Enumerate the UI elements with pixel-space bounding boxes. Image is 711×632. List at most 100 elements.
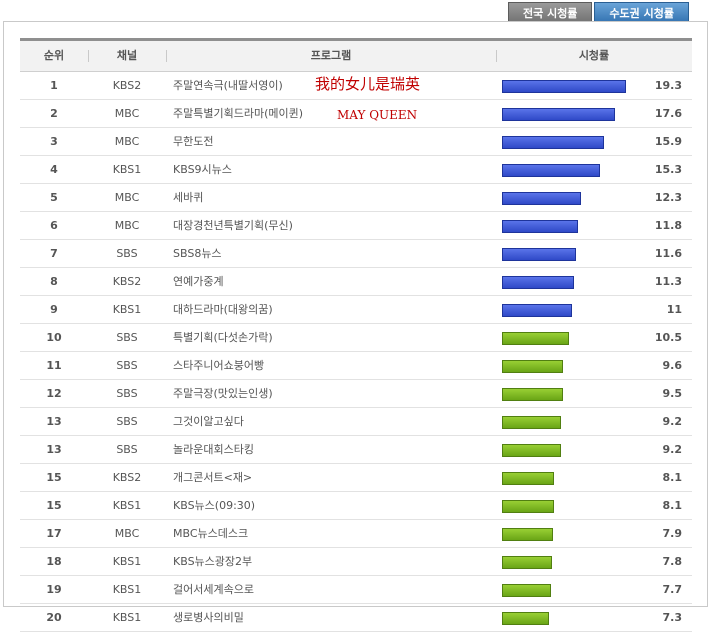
table-row: 12 SBS 주말극장(맛있는인생) 9.5 [20,380,692,408]
rating-bar [502,192,581,205]
rating-value: 9.2 [662,415,683,428]
program-cell: 연예가중계 [173,275,224,288]
header-channel: 채널 [116,49,138,62]
channel-cell: MBC [114,527,140,540]
rating-value: 8.1 [662,499,683,512]
rating-bar [502,332,569,345]
rating-value: 7.8 [662,555,683,568]
rating-bar [502,444,561,457]
table-row: 13 SBS 그것이알고싶다 9.2 [20,408,692,436]
rating-value: 15.3 [654,163,682,176]
table-row: 17 MBC MBC뉴스데스크 7.9 [20,520,692,548]
rank-cell: 3 [50,135,58,148]
channel-cell: KBS1 [112,303,142,316]
rank-cell: 9 [50,303,58,316]
rank-cell: 10 [46,331,62,344]
annotation-english-title: MAY QUEEN [337,108,418,122]
program-cell: MBC뉴스데스크 [173,527,249,540]
program-cell: 특별기획(다섯손가락) [173,331,273,344]
channel-cell: MBC [114,107,140,120]
rating-value: 7.9 [662,527,683,540]
rank-cell: 12 [46,387,62,400]
table-row: 8 KBS2 연예가중계 11.3 [20,268,692,296]
header-rating: 시청률 [578,49,610,62]
rating-value: 11.3 [654,275,682,288]
program-cell: 걸어서세계속으로 [173,583,254,596]
rating-bar [502,556,552,569]
rank-cell: 1 [50,79,58,92]
rating-bar [502,500,554,513]
rank-cell: 13 [46,415,62,428]
channel-cell: KBS2 [112,471,142,484]
table-header: 순위 채널 프로그램 시청률 [20,38,692,72]
rating-value: 8.1 [662,471,683,484]
channel-cell: KBS2 [112,79,142,92]
header-divider [88,50,89,62]
table-row: 4 KBS1 KBS9시뉴스 15.3 [20,156,692,184]
table-body: 1 KBS2 주말연속극(내딸서영이) 19.3 2 MBC 주말특별기획드라마(메이퀸) 1… [20,72,692,632]
rank-cell: 20 [46,611,62,624]
program-cell: 생로병사의비밀 [173,611,244,624]
program-cell: 그것이알고싶다 [173,415,244,428]
rating-value: 9.5 [662,387,683,400]
rating-value: 10.5 [654,331,682,344]
table-row: 6 MBC 대장경천년특별기획(무신) 11.8 [20,212,692,240]
channel-cell: KBS1 [112,583,142,596]
rating-value: 17.6 [654,107,682,120]
rating-value: 12.3 [654,191,682,204]
channel-cell: KBS1 [112,499,142,512]
rating-value: 11.6 [654,247,682,260]
tab-metro-rating[interactable]: 수도권 시청률 [594,2,689,24]
header-rank: 순위 [43,49,65,62]
rank-cell: 19 [46,583,62,596]
rating-bar [502,528,553,541]
rating-value: 11 [666,303,682,316]
rating-bar [502,108,615,121]
channel-cell: KBS1 [112,555,142,568]
rating-value: 19.3 [654,79,682,92]
header-divider [496,50,497,62]
rating-value: 7.3 [662,611,683,624]
channel-cell: SBS [116,359,138,372]
rating-bar [502,584,551,597]
header-program: 프로그램 [310,49,352,62]
channel-cell: SBS [116,331,138,344]
ratings-panel: 순위 채널 프로그램 시청률 1 KBS2 주말연속극(내딸서영이) 19.3 2 MBC… [3,21,708,632]
tab-national-rating[interactable]: 전국 시청률 [508,2,593,24]
ratings-table: 순위 채널 프로그램 시청률 1 KBS2 주말연속극(내딸서영이) 19.3 2 MBC… [20,38,692,632]
table-row: 1 KBS2 주말연속극(내딸서영이) 19.3 [20,72,692,100]
rating-bar [502,388,563,401]
program-cell: 주말연속극(내딸서영이) [173,79,283,92]
table-row: 18 KBS1 KBS뉴스광장2부 7.8 [20,548,692,576]
rating-bar [502,80,626,93]
table-row: 2 MBC 주말특별기획드라마(메이퀸) 17.6 [20,100,692,128]
channel-cell: SBS [116,387,138,400]
channel-cell: SBS [116,443,138,456]
rating-value: 11.8 [654,219,682,232]
channel-cell: SBS [116,247,138,260]
rank-cell: 18 [46,555,62,568]
program-cell: KBS뉴스광장2부 [173,555,253,568]
rank-cell: 11 [46,359,62,372]
rating-value: 7.7 [662,583,683,596]
program-cell: 스타주니어쇼붕어빵 [173,359,265,372]
program-cell: 주말특별기획드라마(메이퀸) [173,107,304,120]
table-row: 19 KBS1 걸어서세계속으로 7.7 [20,576,692,604]
rating-bar [502,304,572,317]
table-row: 11 SBS 스타주니어쇼붕어빵 9.6 [20,352,692,380]
rating-bar [502,360,563,373]
rating-tabs: 전국 시청률 수도권 시청률 [506,2,689,24]
rank-cell: 15 [46,471,62,484]
channel-cell: MBC [114,191,140,204]
rating-bar [502,136,604,149]
channel-cell: KBS1 [112,163,142,176]
table-row: 9 KBS1 대하드라마(대왕의꿈) 11 [20,296,692,324]
program-cell: 놀라운대회스타킹 [173,443,254,456]
program-cell: 주말극장(맛있는인생) [173,387,273,400]
rank-cell: 6 [50,219,58,232]
table-row: 20 KBS1 생로병사의비밀 7.3 [20,604,692,632]
channel-cell: SBS [116,415,138,428]
annotation-chinese-title: 我的女儿是瑞英 [315,75,421,93]
table-row: 13 SBS 놀라운대회스타킹 9.2 [20,436,692,464]
channel-cell: MBC [114,219,140,232]
